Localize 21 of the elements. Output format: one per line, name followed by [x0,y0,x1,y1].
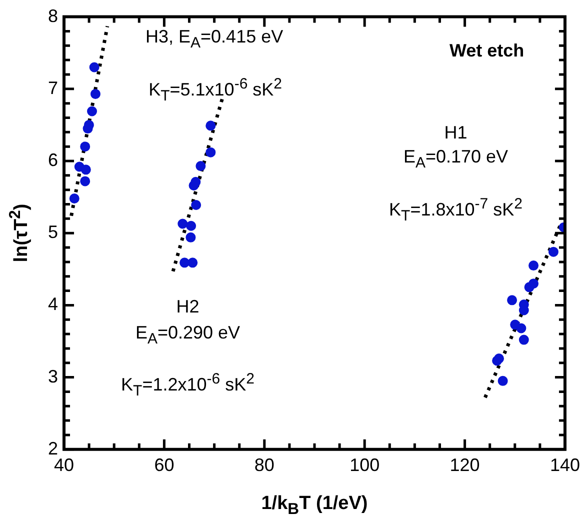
annotation: K$_{T}$=5.1x10$^{-6}$ sK$^{2}$ [148,76,282,105]
x-tick-label: 120 [450,455,480,476]
x-tick-label: 60 [154,455,174,476]
y-tick-label: 4 [48,294,58,314]
annotation: E$_{A}$=0.170 eV [403,146,508,172]
y-tick-label: 8 [48,6,58,26]
y-tick-label: 7 [48,78,58,98]
x-axis-title: 1/k$_{B}$T (1/eV) [261,493,368,519]
annotation: Wet etch [449,40,524,62]
annotation: H3, E$_{A}$=0.415 eV [145,26,284,52]
x-tick-label: 80 [254,455,274,476]
x-tick-label: 100 [350,455,380,476]
annotation: K$_{T}$=1.8x10$^{-7}$ sK$^{2}$ [389,196,522,224]
x-tick-label: 140 [550,455,580,476]
annotation: E$_{A}$=0.290 eV [135,322,240,348]
y-tick-label: 3 [48,366,58,386]
y-tick-label: 6 [48,150,58,170]
annotation: H1 [444,122,468,144]
annotation: H2 [176,296,200,318]
y-tick-label: 5 [48,222,58,242]
annotation: K$_{T}$=1.2x10$^{-6}$ sK$^{2}$ [121,370,254,399]
